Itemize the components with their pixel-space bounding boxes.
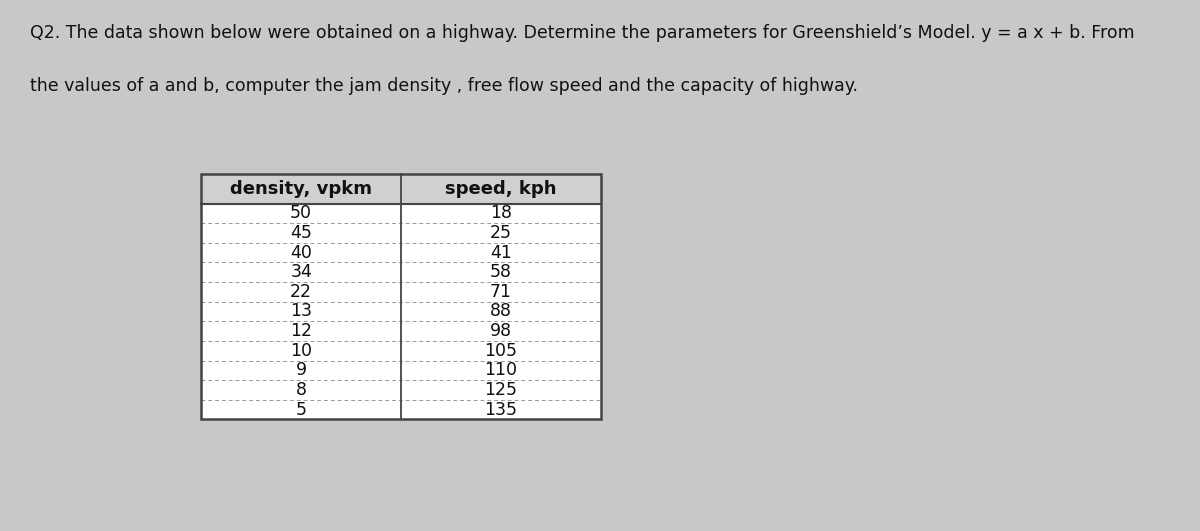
Bar xyxy=(202,174,601,419)
Text: 8: 8 xyxy=(295,381,307,399)
Text: 5: 5 xyxy=(295,400,307,418)
Text: the values of a and b, computer the jam density , free flow speed and the capaci: the values of a and b, computer the jam … xyxy=(30,77,858,95)
Text: 58: 58 xyxy=(490,263,512,281)
Text: 135: 135 xyxy=(485,400,517,418)
Text: 22: 22 xyxy=(290,283,312,301)
Text: 71: 71 xyxy=(490,283,512,301)
Text: 110: 110 xyxy=(485,362,517,379)
Text: 25: 25 xyxy=(490,224,512,242)
Bar xyxy=(202,174,601,419)
Text: 41: 41 xyxy=(490,244,512,262)
Text: 125: 125 xyxy=(485,381,517,399)
Text: 13: 13 xyxy=(290,303,312,321)
Text: 40: 40 xyxy=(290,244,312,262)
Text: 105: 105 xyxy=(485,342,517,359)
Text: 45: 45 xyxy=(290,224,312,242)
Text: density, vpkm: density, vpkm xyxy=(230,180,372,198)
Text: speed, kph: speed, kph xyxy=(445,180,557,198)
Text: 34: 34 xyxy=(290,263,312,281)
Bar xyxy=(202,174,601,203)
Text: 88: 88 xyxy=(490,303,512,321)
Text: 12: 12 xyxy=(290,322,312,340)
Text: 9: 9 xyxy=(295,362,307,379)
Text: 50: 50 xyxy=(290,204,312,222)
Text: Q2. The data shown below were obtained on a highway. Determine the parameters fo: Q2. The data shown below were obtained o… xyxy=(30,24,1135,42)
Text: 10: 10 xyxy=(290,342,312,359)
Text: 18: 18 xyxy=(490,204,512,222)
Text: 98: 98 xyxy=(490,322,512,340)
